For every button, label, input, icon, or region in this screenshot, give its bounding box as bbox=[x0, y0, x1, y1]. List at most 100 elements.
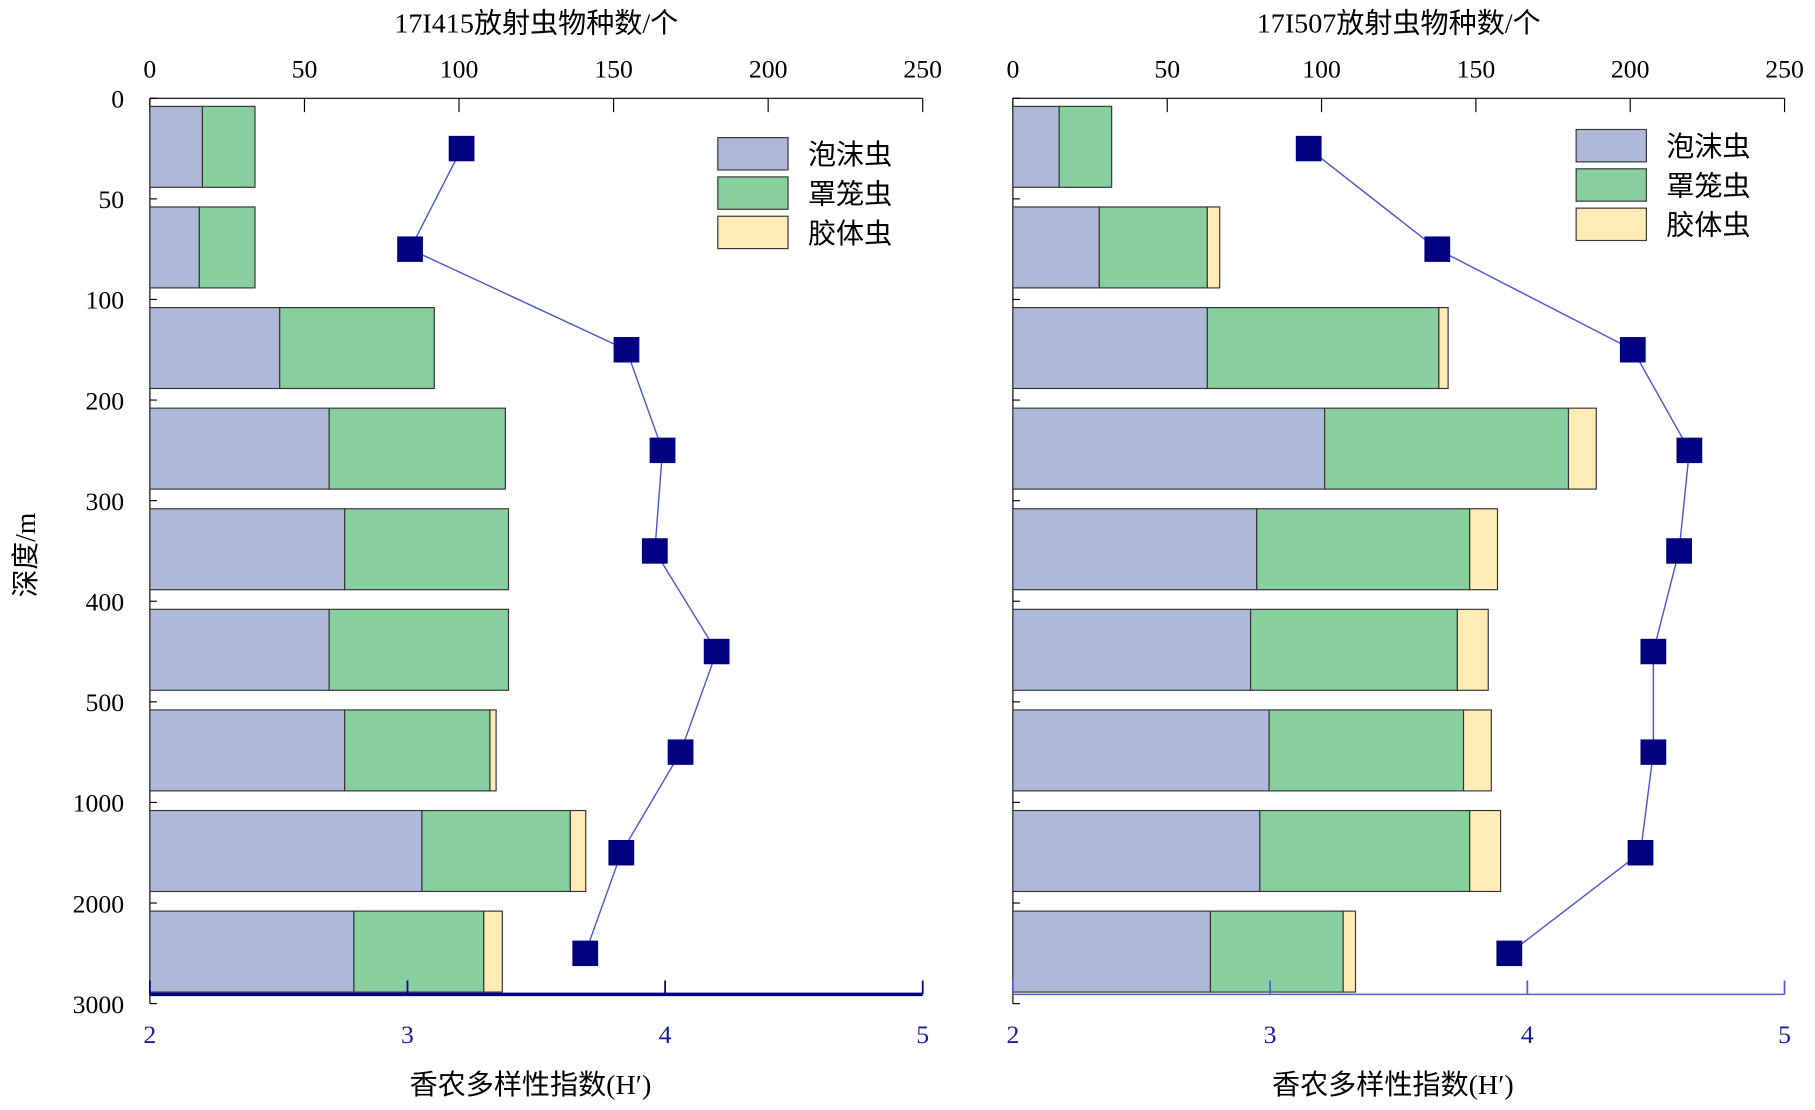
depth-tick-label: 200 bbox=[86, 386, 125, 415]
diversity-marker bbox=[608, 840, 635, 866]
x-axis-title: 香农多样性指数(H′) bbox=[410, 1069, 652, 1101]
bar-segment-foam bbox=[149, 407, 330, 490]
bar-segment-foam bbox=[149, 306, 281, 390]
bar-segment-foam bbox=[1012, 910, 1212, 993]
bar-segment-foam bbox=[149, 508, 346, 591]
legend-label: 胶体虫 bbox=[1666, 210, 1750, 242]
bar-segment-nassellaria bbox=[279, 306, 435, 390]
diversity-marker bbox=[1424, 236, 1451, 262]
diversity-marker bbox=[572, 940, 599, 967]
bar-segment-nassellaria bbox=[328, 407, 506, 490]
bar-segment-foam bbox=[149, 809, 423, 893]
top-tick-label: 150 bbox=[1457, 55, 1496, 84]
bottom-tick-label: 3 bbox=[1264, 1020, 1277, 1049]
top-tick-label: 250 bbox=[1765, 55, 1804, 84]
top-tick-label: 250 bbox=[903, 55, 942, 84]
bar-segment-nassellaria bbox=[328, 608, 510, 691]
diversity-marker bbox=[649, 437, 676, 464]
bar-segment-collodaria bbox=[1456, 608, 1489, 691]
top-tick-label: 200 bbox=[1611, 55, 1650, 84]
diversity-marker bbox=[397, 236, 423, 262]
diversity-marker bbox=[1627, 840, 1654, 866]
top-tick-label: 150 bbox=[594, 55, 633, 84]
bar-segment-nassellaria bbox=[198, 206, 256, 289]
diversity-marker bbox=[448, 135, 475, 162]
bar-segment-collodaria bbox=[483, 910, 503, 993]
chart-title: 17I507放射虫物种数/个 bbox=[1257, 8, 1541, 40]
bar-segment-collodaria bbox=[1469, 508, 1499, 591]
diversity-marker bbox=[1676, 437, 1703, 464]
top-tick-label: 100 bbox=[440, 55, 479, 84]
legend-label: 泡沫虫 bbox=[808, 139, 892, 171]
diversity-marker bbox=[641, 538, 668, 564]
chart-title: 17I415放射虫物种数/个 bbox=[394, 8, 678, 40]
depth-tick-label: 300 bbox=[86, 487, 125, 516]
bottom-tick-label: 2 bbox=[1006, 1020, 1019, 1049]
diversity-marker bbox=[1640, 638, 1667, 665]
bar-segment-nassellaria bbox=[344, 709, 491, 792]
bar-segment-foam bbox=[1012, 105, 1060, 188]
bar-segment-nassellaria bbox=[1206, 306, 1440, 390]
bar-segment-collodaria bbox=[489, 709, 497, 792]
y-axis-title: 深度/m bbox=[10, 512, 42, 597]
bar-segment-collodaria bbox=[1469, 809, 1502, 893]
bar-segment-collodaria bbox=[1438, 306, 1449, 390]
bar-segment-collodaria bbox=[1462, 709, 1492, 792]
bar-segment-nassellaria bbox=[1249, 608, 1458, 691]
bar-segment-nassellaria bbox=[421, 809, 571, 893]
bar-segment-collodaria bbox=[1206, 206, 1221, 289]
bar-segment-collodaria bbox=[569, 809, 587, 893]
top-tick-label: 50 bbox=[292, 55, 318, 84]
bar-segment-collodaria bbox=[1567, 407, 1597, 490]
bar-segment-foam bbox=[1012, 508, 1258, 591]
x-axis-title: 香农多样性指数(H′) bbox=[1272, 1069, 1514, 1101]
bar-segment-foam bbox=[1012, 809, 1261, 893]
bottom-tick-label: 4 bbox=[1521, 1020, 1534, 1049]
depth-tick-label: 0 bbox=[111, 85, 124, 114]
bar-segment-nassellaria bbox=[1259, 809, 1471, 893]
top-tick-label: 0 bbox=[1006, 55, 1019, 84]
depth-tick-label: 50 bbox=[98, 185, 124, 214]
depth-tick-label: 1000 bbox=[73, 789, 124, 818]
diversity-marker bbox=[1295, 135, 1322, 162]
panel-1: 17I415放射虫物种数/个0 50 100 150 200 25005010020030… bbox=[10, 8, 942, 1101]
legend-swatch bbox=[717, 215, 789, 250]
depth-tick-label: 3000 bbox=[73, 990, 124, 1019]
diversity-marker bbox=[1640, 739, 1667, 765]
top-tick-label: 100 bbox=[1302, 55, 1341, 84]
bottom-tick-label: 4 bbox=[659, 1020, 672, 1049]
bar-segment-nassellaria bbox=[353, 910, 485, 993]
bar-segment-foam bbox=[1012, 608, 1252, 691]
bar-segment-foam bbox=[149, 105, 204, 188]
legend-swatch bbox=[717, 176, 789, 210]
diversity-marker bbox=[1619, 337, 1646, 363]
bottom-tick-label: 5 bbox=[1778, 1020, 1791, 1049]
depth-tick-label: 500 bbox=[86, 688, 125, 717]
panel-2: 17I507放射虫物种数/个 0 50 100 150 200 250 2 3 4 5 香农多样性指数… bbox=[1006, 8, 1803, 1101]
legend-swatch bbox=[1575, 128, 1647, 163]
legend-swatch bbox=[1575, 168, 1647, 202]
bar-segment-nassellaria bbox=[344, 508, 510, 591]
bar-segment-foam bbox=[149, 608, 330, 691]
legend-label: 胶体虫 bbox=[808, 218, 892, 250]
bottom-tick-label: 3 bbox=[401, 1020, 414, 1049]
bar-segment-foam bbox=[1012, 709, 1270, 792]
bottom-tick-label: 2 bbox=[143, 1020, 156, 1049]
diversity-marker bbox=[667, 739, 694, 765]
legend-label: 罩笼虫 bbox=[808, 179, 892, 211]
bar-segment-nassellaria bbox=[1256, 508, 1471, 591]
diversity-marker bbox=[613, 337, 640, 363]
bar-segment-foam bbox=[1012, 407, 1326, 490]
depth-tick-label: 400 bbox=[86, 588, 125, 617]
bar-segment-foam bbox=[149, 206, 200, 289]
bar-segment-nassellaria bbox=[1268, 709, 1465, 792]
legend-swatch bbox=[717, 137, 789, 171]
legend-label: 罩笼虫 bbox=[1666, 171, 1750, 203]
legend-swatch bbox=[1575, 207, 1647, 242]
bar-segment-nassellaria bbox=[1098, 206, 1208, 289]
diversity-marker bbox=[1666, 538, 1692, 564]
diversity-marker bbox=[1496, 940, 1523, 967]
bar-segment-collodaria bbox=[1342, 910, 1357, 993]
